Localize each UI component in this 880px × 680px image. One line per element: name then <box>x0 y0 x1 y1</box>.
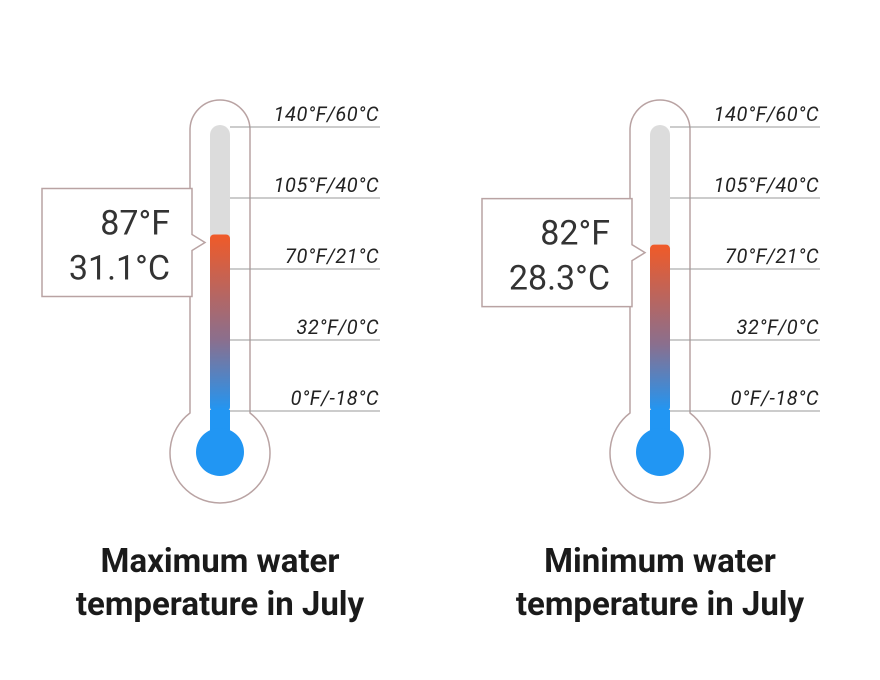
callout <box>481 197 647 308</box>
tick-label: 105°F/40°C <box>274 173 379 197</box>
bulb <box>196 428 244 476</box>
tick-label: 140°F/60°C <box>274 102 379 126</box>
tick-label: 0°F/-18°C <box>291 386 379 410</box>
tick-label: 32°F/0°C <box>736 315 819 339</box>
value-label: 82°F <box>540 214 610 254</box>
value-label: 87°F <box>100 204 170 244</box>
chart-title: Minimum water temperature in July <box>515 542 805 624</box>
bulb <box>636 428 684 476</box>
temperature-fill <box>210 234 230 411</box>
tick-label: 140°F/60°C <box>714 102 819 126</box>
chart: 0°F/-18°C 32°F/0°C 70°F/21°C 105°F/40°C 140°… <box>41 99 820 504</box>
tick-label: 70°F/21°C <box>285 244 379 268</box>
tick-label: 0°F/-18°C <box>731 386 819 410</box>
value-label: 28.3°C <box>509 259 610 299</box>
callout <box>41 187 207 298</box>
tick-label: 105°F/40°C <box>714 173 819 197</box>
value-label: 31.1°C <box>69 249 170 289</box>
tick-label: 32°F/0°C <box>296 315 379 339</box>
temperature-fill <box>650 244 670 411</box>
chart-title: Maximum water temperature in July <box>75 542 365 624</box>
tick-label: 70°F/21°C <box>725 244 819 268</box>
